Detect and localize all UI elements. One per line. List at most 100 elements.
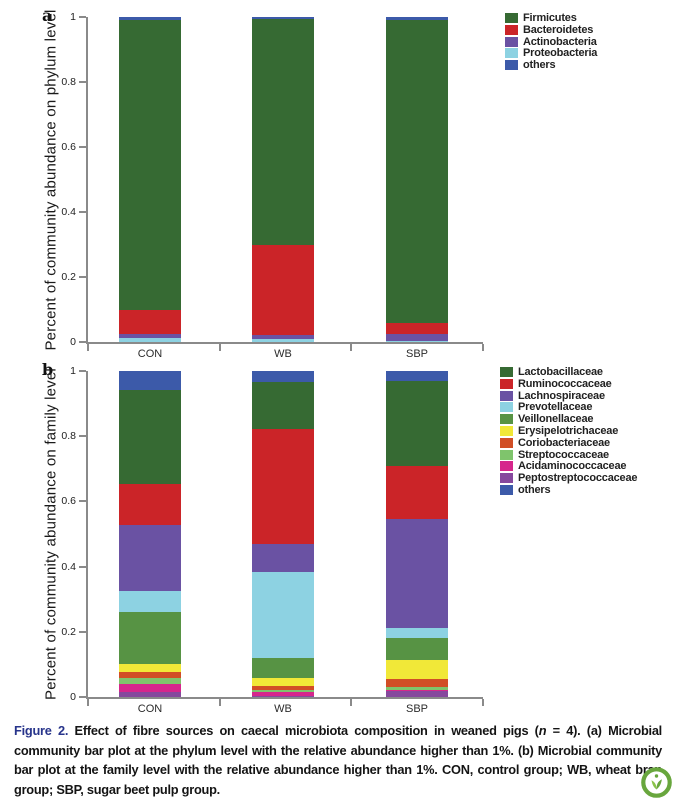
legend-label: Lachnospiraceae bbox=[518, 389, 605, 402]
legend-swatch-icon bbox=[500, 473, 513, 484]
y-tick-mark bbox=[79, 696, 86, 698]
legend-item-proteobacteria: Proteobacteria bbox=[505, 47, 598, 60]
y-tick-label: 0.6 bbox=[61, 495, 76, 508]
legend-item-streptococcaceae: Streptococcaceae bbox=[500, 449, 637, 460]
legend-label: Ruminococcaceae bbox=[518, 377, 612, 390]
legend-swatch-icon bbox=[500, 449, 513, 460]
bar-segment-firmicutes bbox=[386, 19, 448, 324]
bar-segment-bacteroidetes bbox=[119, 310, 181, 335]
bar-segment-ruminococcaceae bbox=[119, 483, 181, 526]
legend-label: Actinobacteria bbox=[523, 35, 597, 48]
y-tick-mark bbox=[79, 341, 86, 343]
legend-label: Firmicutes bbox=[523, 12, 577, 24]
bar-segment-veillonellaceae bbox=[252, 658, 314, 679]
legend-label: Erysipelotrichaceae bbox=[518, 424, 619, 437]
y-tick-mark bbox=[79, 630, 86, 633]
bar-segment-ruminococcaceae bbox=[252, 429, 314, 544]
x-tick-mark bbox=[218, 699, 221, 706]
legend-item-erysipelotrichaceae: Erysipelotrichaceae bbox=[500, 424, 637, 437]
journal-leaf-logo-icon bbox=[640, 766, 673, 799]
panel-a-y-axis-title: Percent of community abundance on phylum… bbox=[42, 8, 60, 351]
legend-swatch-icon bbox=[505, 13, 518, 23]
legend-label: Coriobacteriaceae bbox=[518, 436, 610, 449]
y-tick-mark bbox=[79, 500, 86, 503]
legend-swatch-icon bbox=[500, 367, 513, 377]
figure-caption-text-1: Effect of fibre sources on caecal microb… bbox=[68, 723, 539, 738]
y-tick-mark bbox=[79, 370, 86, 372]
bar-segment-coriobacteriaceae bbox=[386, 679, 448, 688]
bar-segment-lachnospiraceae bbox=[119, 525, 181, 591]
bar-segment-coriobacteriaceae bbox=[252, 685, 314, 691]
bar-segment-lachnospiraceae bbox=[252, 543, 314, 572]
legend-item-ruminococcaceae: Ruminococcaceae bbox=[500, 377, 637, 390]
legend-item-firmicutes: Firmicutes bbox=[505, 12, 597, 24]
bar-segment-peptostreptococcaceae bbox=[386, 691, 448, 697]
figure-caption-text-2: = 4). (a) Microbial community bar plot a… bbox=[14, 723, 662, 797]
panel-b-y-axis-line bbox=[86, 371, 88, 699]
bar-segment-acidaminococcaceae bbox=[119, 683, 181, 693]
bar-segment-others bbox=[252, 17, 314, 19]
y-tick-label: 1 bbox=[70, 365, 76, 377]
legend-swatch-icon bbox=[500, 378, 513, 389]
bar-segment-proteobacteria bbox=[386, 341, 448, 342]
x-category-label-sbp: SBP bbox=[405, 348, 429, 360]
y-tick-label: 1 bbox=[70, 11, 76, 23]
legend-item-bacteroidetes: Bacteroidetes bbox=[505, 24, 597, 35]
y-tick-label: 0.8 bbox=[61, 430, 76, 443]
bar-segment-firmicutes bbox=[119, 20, 181, 311]
y-tick-label: 0.4 bbox=[61, 206, 76, 218]
legend-item-others: others bbox=[505, 59, 597, 72]
bar-segment-others bbox=[119, 17, 181, 21]
y-tick-label: 0 bbox=[70, 691, 76, 703]
bar-segment-veillonellaceae bbox=[386, 637, 448, 661]
y-tick-label: 0.2 bbox=[61, 625, 76, 638]
legend-swatch-icon bbox=[500, 461, 513, 472]
legend-label: Lactobacillaceae bbox=[518, 366, 603, 378]
bar-segment-lactobacillaceae bbox=[119, 390, 181, 484]
bar-segment-actinobacteria bbox=[119, 334, 181, 339]
bar-segment-prevotellaceae bbox=[119, 590, 181, 612]
bar-segment-actinobacteria bbox=[386, 333, 448, 342]
y-tick-mark bbox=[79, 211, 86, 213]
x-tick-mark bbox=[350, 699, 353, 706]
y-tick-label: 0.4 bbox=[61, 560, 76, 573]
bar-segment-acidaminococcaceae bbox=[386, 690, 448, 692]
legend-label: Prevotellaceae bbox=[518, 401, 593, 414]
legend-swatch-icon bbox=[505, 36, 518, 47]
bar-segment-lachnospiraceae bbox=[386, 519, 448, 628]
bar-segment-bacteroidetes bbox=[252, 244, 314, 335]
panel-a-x-axis-line bbox=[86, 342, 483, 344]
panel-b-legend: Lactobacillaceae Ruminococcaceae Lachnospi… bbox=[500, 366, 638, 496]
x-tick-mark bbox=[482, 699, 484, 706]
bar-segment-erysipelotrichaceae bbox=[386, 660, 448, 680]
bar-segment-lactobacillaceae bbox=[252, 382, 314, 430]
legend-item-actinobacteria: Actinobacteria bbox=[505, 35, 597, 48]
legend-label: Proteobacteria bbox=[523, 47, 598, 60]
y-tick-mark bbox=[79, 16, 86, 18]
panel-a-label: a bbox=[42, 6, 53, 25]
bar-segment-streptococcaceae bbox=[252, 690, 314, 692]
x-tick-mark bbox=[87, 344, 89, 351]
bar-segment-ruminococcaceae bbox=[386, 466, 448, 520]
legend-item-prevotellaceae: Prevotellaceae bbox=[500, 401, 637, 414]
bar-segment-bacteroidetes bbox=[386, 323, 448, 334]
legend-swatch-icon bbox=[500, 390, 513, 401]
bar-segment-peptostreptococcaceae bbox=[252, 695, 314, 697]
legend-label: others bbox=[523, 59, 556, 72]
panel-b-x-axis-line bbox=[86, 697, 483, 699]
panel-a-y-axis-line bbox=[86, 17, 88, 344]
legend-swatch-icon bbox=[500, 484, 513, 495]
stacked-bar-wb bbox=[252, 17, 314, 342]
x-category-label-wb: WB bbox=[274, 703, 292, 715]
legend-item-lactobacillaceae: Lactobacillaceae bbox=[500, 366, 637, 378]
legend-label: Veillonellaceae bbox=[518, 413, 594, 426]
x-tick-mark bbox=[482, 344, 484, 351]
legend-item-coriobacteriaceae: Coriobacteriaceae bbox=[500, 436, 637, 449]
bar-segment-proteobacteria bbox=[119, 338, 181, 342]
bar-segment-erysipelotrichaceae bbox=[252, 678, 314, 686]
bar-segment-lactobacillaceae bbox=[386, 380, 448, 467]
legend-label: others bbox=[518, 483, 551, 496]
legend-swatch-icon bbox=[505, 60, 518, 71]
bar-segment-streptococcaceae bbox=[119, 678, 181, 684]
